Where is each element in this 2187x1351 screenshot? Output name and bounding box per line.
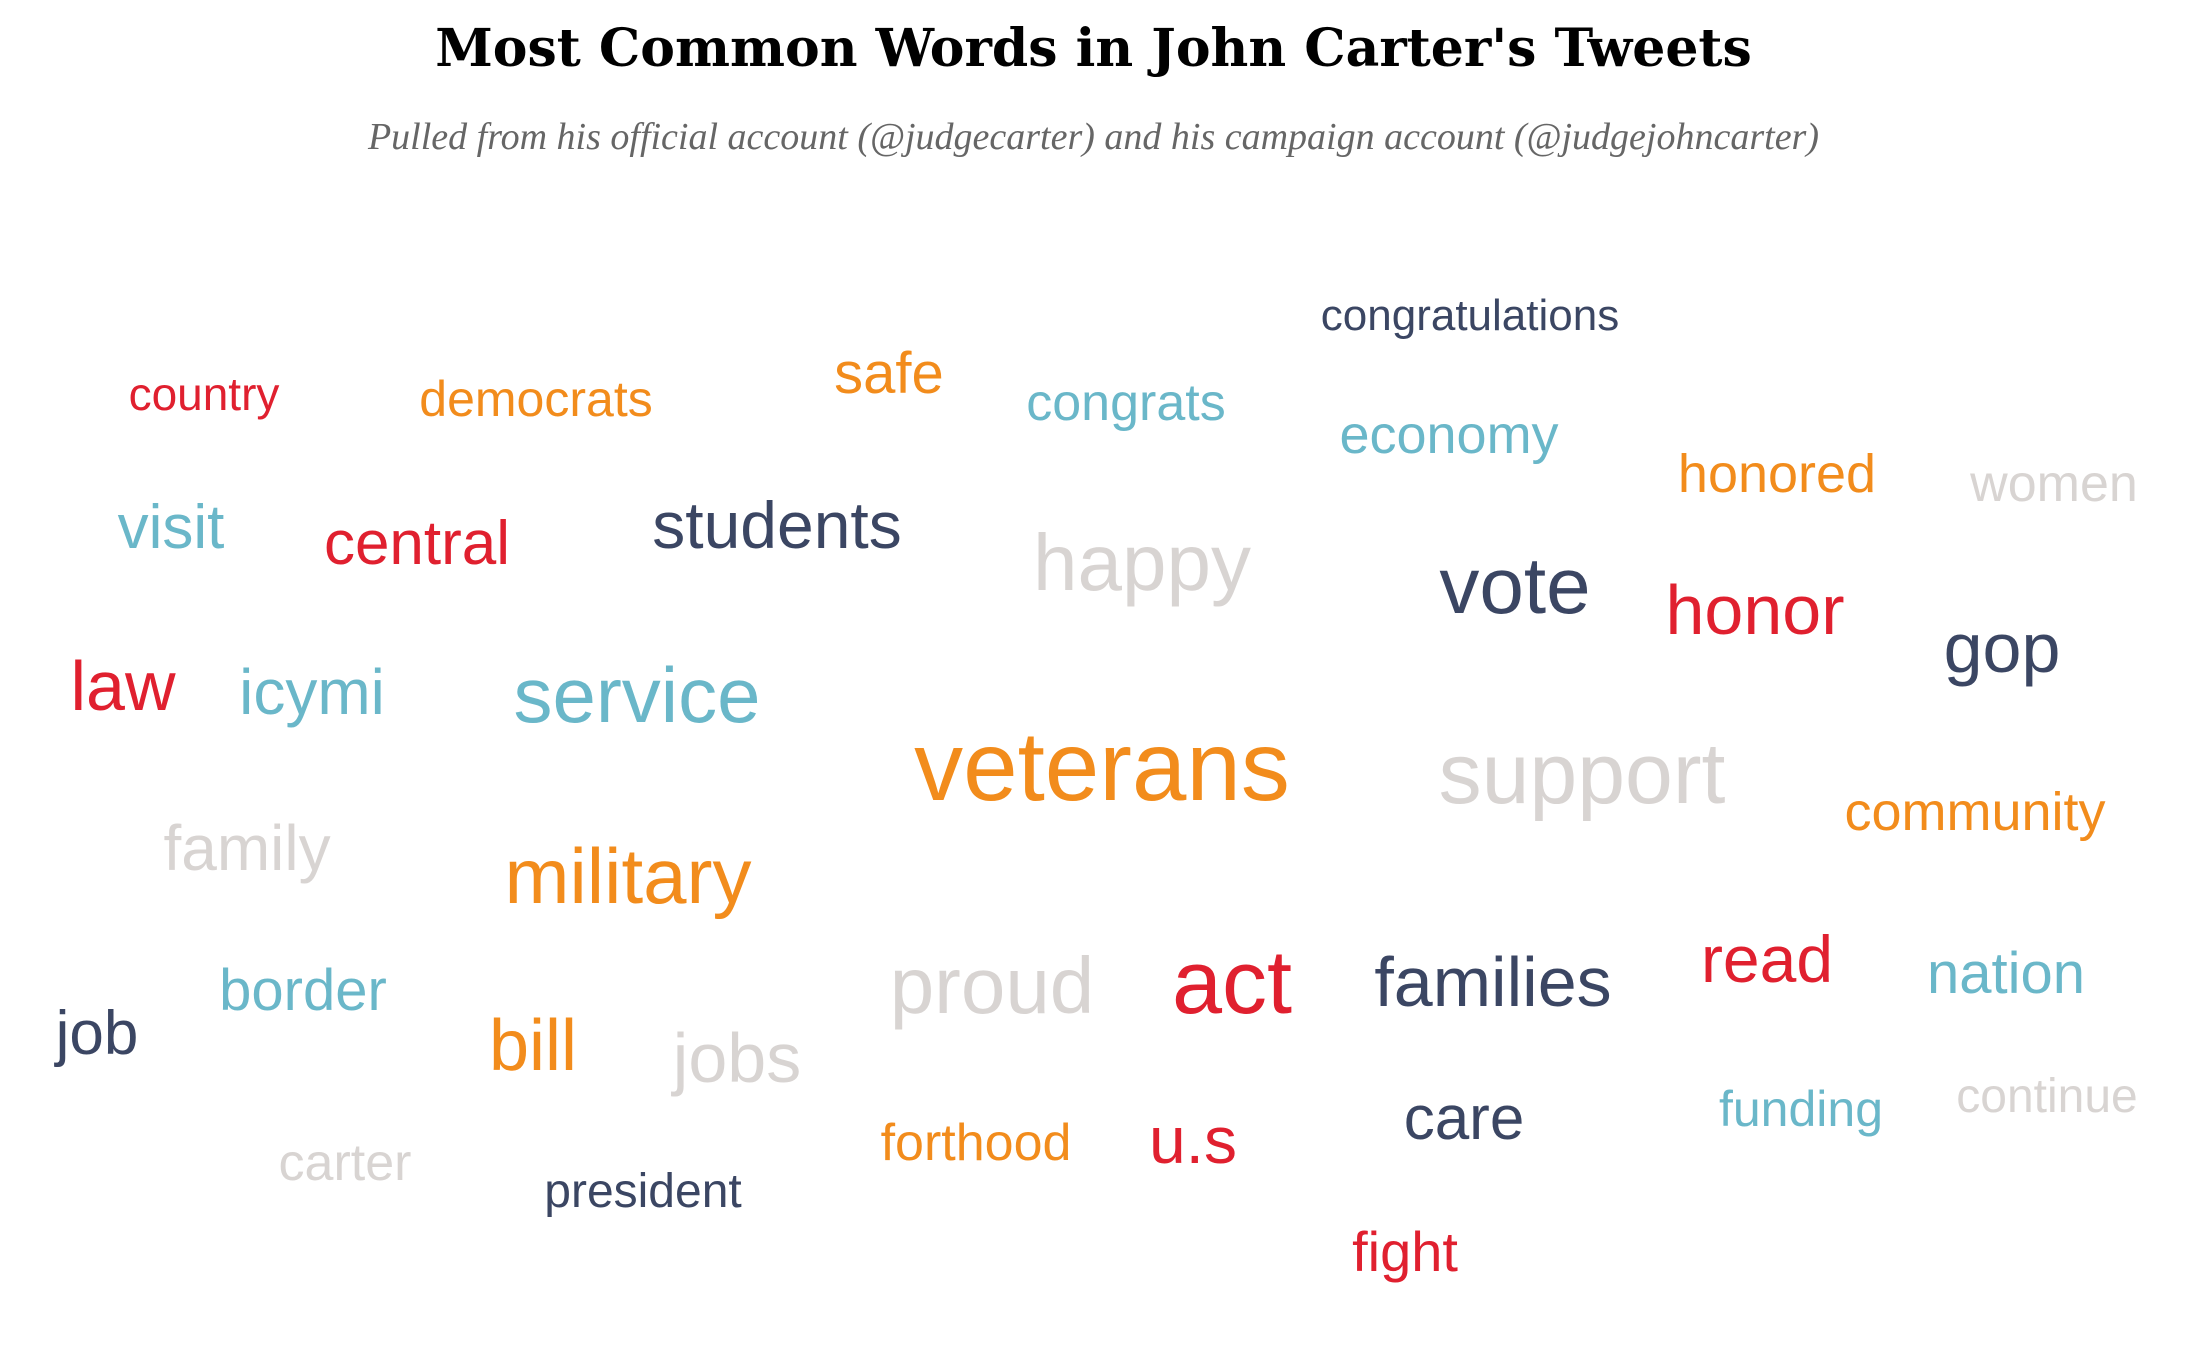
word-law: law — [70, 647, 175, 725]
word-military: military — [505, 832, 752, 920]
word-women: women — [1969, 455, 2138, 513]
word-congrats: congrats — [1026, 374, 1225, 432]
word-safe: safe — [834, 341, 944, 406]
word-care: care — [1404, 1084, 1525, 1153]
word-act: act — [1172, 933, 1292, 1033]
word-visit: visit — [118, 493, 225, 562]
word-fight: fight — [1352, 1220, 1458, 1283]
chart-title: Most Common Words in John Carter's Tweet… — [435, 18, 1752, 79]
word-icymi: icymi — [239, 656, 385, 728]
word-honored: honored — [1678, 444, 1876, 504]
word-president: president — [544, 1165, 741, 1218]
word-economy: economy — [1339, 405, 1558, 465]
word-community: community — [1844, 782, 2105, 842]
word-happy: happy — [1033, 518, 1251, 607]
word-u-s: u.s — [1149, 1103, 1237, 1177]
word-job: job — [54, 999, 139, 1068]
word-country: country — [129, 368, 280, 420]
word-continue: continue — [1956, 1070, 2137, 1123]
word-democrats: democrats — [419, 371, 652, 427]
word-proud: proud — [890, 941, 1095, 1030]
word-central: central — [324, 509, 510, 578]
word-forthood: forthood — [881, 1114, 1072, 1172]
word-service: service — [513, 651, 760, 739]
word-border: border — [219, 958, 387, 1023]
word-jobs: jobs — [671, 1019, 801, 1097]
word-bill: bill — [489, 1006, 577, 1086]
chart-subtitle: Pulled from his official account (@judge… — [367, 116, 1820, 158]
word-nation: nation — [1927, 941, 2085, 1006]
word-vote: vote — [1439, 541, 1590, 630]
word-honor: honor — [1665, 571, 1844, 649]
word-family: family — [163, 812, 330, 884]
word-support: support — [1439, 726, 1726, 822]
word-funding: funding — [1719, 1081, 1883, 1137]
word-families: families — [1374, 943, 1611, 1021]
word-veterans: veterans — [914, 711, 1290, 821]
word-students: students — [652, 488, 902, 562]
word-read: read — [1701, 922, 1833, 996]
word-gop: gop — [1944, 609, 2061, 687]
word-congratulations: congratulations — [1321, 291, 1619, 340]
word-carter: carter — [279, 1134, 412, 1192]
